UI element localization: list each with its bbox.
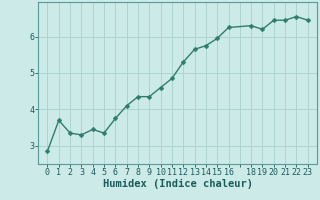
X-axis label: Humidex (Indice chaleur): Humidex (Indice chaleur) [103,179,252,189]
